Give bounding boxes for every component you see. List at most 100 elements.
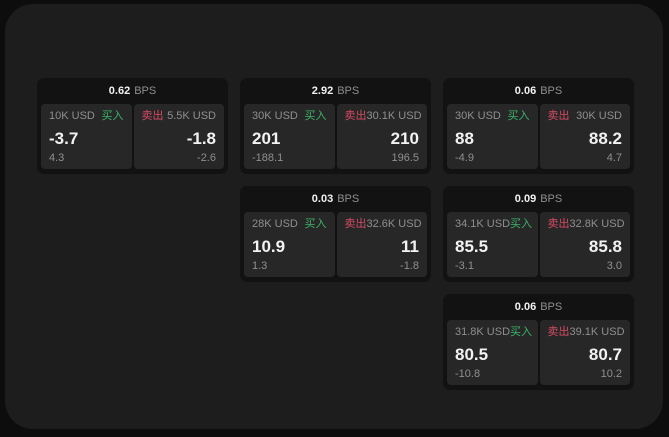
buy-size-label: 28K USD <box>252 218 298 230</box>
quote-tiles: 34.1K USD 买入 85.5 -3.1 卖出 32.8K USD 85.8… <box>447 212 630 277</box>
quote-tiles: 28K USD 买入 10.9 1.3 卖出 32.6K USD 11 -1.8 <box>244 212 427 277</box>
sell-side-label: 卖出 <box>141 110 164 122</box>
bps-unit-label: BPS <box>337 192 360 205</box>
quote-card: 0.06 BPS 30K USD 买入 88 -4.9 卖出 30K USD 8… <box>443 78 634 174</box>
buy-side-label: 买入 <box>510 218 533 230</box>
buy-size-label: 34.1K USD <box>455 218 511 230</box>
sell-side-label: 卖出 <box>547 110 570 122</box>
sell-tile[interactable]: 卖出 30.1K USD 210 196.5 <box>336 104 427 169</box>
buy-price: 10.9 <box>252 236 286 256</box>
sell-delta: -1.8 <box>400 260 419 272</box>
sell-delta: 10.2 <box>600 368 622 380</box>
sell-delta: 4.7 <box>606 152 622 164</box>
sell-tile-header: 卖出 5.5K USD <box>142 111 217 122</box>
sell-side-label: 卖出 <box>344 218 367 230</box>
buy-delta: -3.1 <box>455 260 474 272</box>
sell-tile-header: 卖出 32.8K USD <box>547 218 625 230</box>
quote-tiles: 30K USD 买入 88 -4.9 卖出 30K USD 88.2 4.7 <box>447 104 630 169</box>
sell-price: 85.8 <box>588 236 622 256</box>
sell-delta: -2.6 <box>197 152 216 164</box>
buy-price: 88 <box>455 128 474 148</box>
bps-value: 0.03 <box>311 192 334 205</box>
sell-size-label: 30K USD <box>576 110 622 122</box>
buy-tile[interactable]: 30K USD 买入 201 -188.1 <box>244 104 335 169</box>
sell-tile-header: 卖出 30.1K USD <box>344 110 422 122</box>
buy-price: -3.7 <box>49 128 79 148</box>
quote-tiles: 31.8K USD 买入 80.5 -10.8 卖出 39.1K USD 80.… <box>447 320 630 385</box>
buy-tile-header: 28K USD 买入 <box>252 219 327 230</box>
card-header: 0.62 BPS <box>41 78 224 104</box>
sell-tile[interactable]: 卖出 39.1K USD 80.7 10.2 <box>539 320 630 385</box>
buy-tile-header: 30K USD 买入 <box>455 111 530 122</box>
buy-side-label: 买入 <box>510 326 533 338</box>
buy-size-label: 30K USD <box>455 110 501 122</box>
buy-tile[interactable]: 10K USD 买入 -3.7 4.3 <box>41 104 132 169</box>
buy-side-label: 买入 <box>101 110 124 122</box>
sell-size-label: 30.1K USD <box>366 110 422 122</box>
sell-side-label: 卖出 <box>344 110 367 122</box>
sell-delta: 196.5 <box>391 152 419 164</box>
buy-tile[interactable]: 28K USD 买入 10.9 1.3 <box>244 212 335 277</box>
sell-price: -1.8 <box>186 128 216 148</box>
card-header: 0.03 BPS <box>244 186 427 212</box>
sell-side-label: 卖出 <box>547 326 570 338</box>
buy-size-label: 10K USD <box>49 110 95 122</box>
sell-tile-header: 卖出 30K USD <box>548 111 623 122</box>
buy-tile[interactable]: 34.1K USD 买入 85.5 -3.1 <box>447 212 538 277</box>
bps-value: 0.62 <box>108 84 131 97</box>
quote-card: 0.06 BPS 31.8K USD 买入 80.5 -10.8 卖出 39.1… <box>443 294 634 390</box>
sell-tile[interactable]: 卖出 32.6K USD 11 -1.8 <box>336 212 427 277</box>
card-header: 0.06 BPS <box>447 78 630 104</box>
quote-card: 0.09 BPS 34.1K USD 买入 85.5 -3.1 卖出 32.8K… <box>443 186 634 282</box>
buy-tile-header: 10K USD 买入 <box>49 111 124 122</box>
card-header: 2.92 BPS <box>244 78 427 104</box>
bps-value: 0.06 <box>514 84 537 97</box>
bps-unit-label: BPS <box>540 300 563 313</box>
sell-tile[interactable]: 卖出 32.8K USD 85.8 3.0 <box>539 212 630 277</box>
buy-size-label: 30K USD <box>252 110 298 122</box>
buy-side-label: 买入 <box>507 110 530 122</box>
buy-delta: -4.9 <box>455 152 474 164</box>
sell-tile-header: 卖出 32.6K USD <box>344 218 422 230</box>
buy-tile-header: 30K USD 买入 <box>252 111 327 122</box>
bps-unit-label: BPS <box>540 84 563 97</box>
buy-delta: -10.8 <box>455 368 481 380</box>
buy-tile-header: 31.8K USD 买入 <box>455 326 533 338</box>
bps-unit-label: BPS <box>540 192 563 205</box>
buy-price: 85.5 <box>455 236 489 256</box>
sell-size-label: 32.6K USD <box>366 218 422 230</box>
buy-tile[interactable]: 31.8K USD 买入 80.5 -10.8 <box>447 320 538 385</box>
quote-card: 0.62 BPS 10K USD 买入 -3.7 4.3 卖出 5.5K USD… <box>37 78 228 174</box>
sell-price: 11 <box>401 236 419 256</box>
buy-delta: -188.1 <box>252 152 284 164</box>
bps-unit-label: BPS <box>337 84 360 97</box>
sell-side-label: 卖出 <box>547 218 570 230</box>
quote-card: 2.92 BPS 30K USD 买入 201 -188.1 卖出 30.1K … <box>240 78 431 174</box>
buy-delta: 4.3 <box>49 152 65 164</box>
sell-delta: 3.0 <box>606 260 622 272</box>
buy-price: 201 <box>252 128 281 148</box>
bps-value: 0.06 <box>514 300 537 313</box>
buy-tile[interactable]: 30K USD 买入 88 -4.9 <box>447 104 538 169</box>
buy-delta: 1.3 <box>252 260 268 272</box>
bps-unit-label: BPS <box>134 84 157 97</box>
sell-size-label: 5.5K USD <box>167 110 216 122</box>
buy-price: 80.5 <box>455 344 489 364</box>
quote-card: 0.03 BPS 28K USD 买入 10.9 1.3 卖出 32.6K US… <box>240 186 431 282</box>
bps-value: 2.92 <box>311 84 334 97</box>
sell-price: 210 <box>390 128 419 148</box>
card-header: 0.06 BPS <box>447 294 630 320</box>
bps-value: 0.09 <box>514 192 537 205</box>
sell-size-label: 32.8K USD <box>569 218 625 230</box>
sell-tile-header: 卖出 39.1K USD <box>547 326 625 338</box>
buy-side-label: 买入 <box>304 110 327 122</box>
buy-tile-header: 34.1K USD 买入 <box>455 218 533 230</box>
sell-tile[interactable]: 卖出 30K USD 88.2 4.7 <box>539 104 630 169</box>
sell-price: 80.7 <box>588 344 622 364</box>
sell-tile[interactable]: 卖出 5.5K USD -1.8 -2.6 <box>133 104 224 169</box>
card-header: 0.09 BPS <box>447 186 630 212</box>
sell-price: 88.2 <box>588 128 622 148</box>
quote-tiles: 30K USD 买入 201 -188.1 卖出 30.1K USD 210 1… <box>244 104 427 169</box>
quote-tiles: 10K USD 买入 -3.7 4.3 卖出 5.5K USD -1.8 -2.… <box>41 104 224 169</box>
buy-side-label: 买入 <box>304 218 327 230</box>
